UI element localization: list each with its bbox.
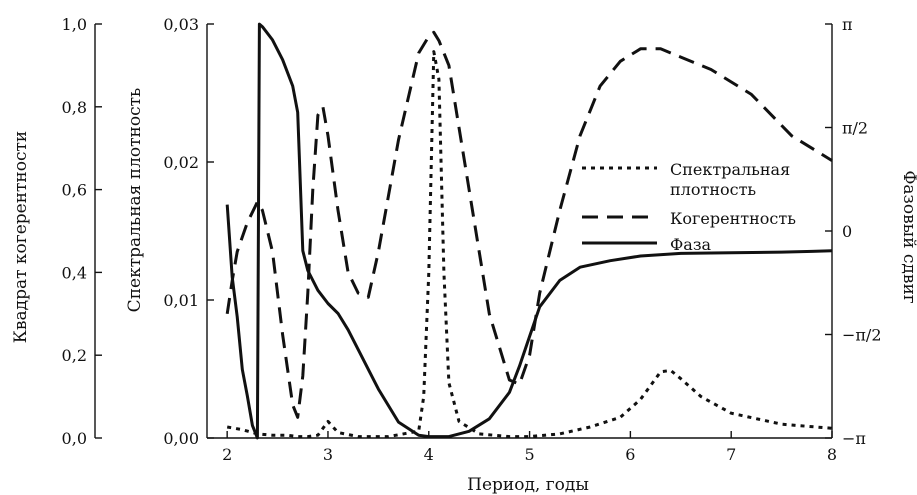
x-tick-label: 6 <box>625 445 635 464</box>
coherence-tick-label: 0,8 <box>62 98 87 117</box>
coherence-tick-label: 0,6 <box>62 181 87 200</box>
spectral-tick-label: 0,00 <box>163 429 199 448</box>
phase-tick-label: −π/2 <box>842 326 882 345</box>
y-axis-label-phase: Фазовый сдвиг <box>899 170 917 303</box>
series-layer <box>225 22 833 440</box>
x-tick-label: 2 <box>222 445 232 464</box>
spectral-tick-label: 0,02 <box>163 153 199 172</box>
coherence-tick-label: 0,2 <box>62 346 87 365</box>
phase-tick-label: π <box>842 15 853 34</box>
phase-tick-label: π/2 <box>842 119 868 138</box>
series-line-dashed <box>225 30 833 419</box>
x-tick-label: 7 <box>726 445 736 464</box>
legend-label: Когерентность <box>670 209 796 228</box>
phase-tick-label: 0 <box>842 222 852 241</box>
x-axis-label: Период, годы <box>467 475 589 495</box>
x-tick-label: 8 <box>827 445 837 464</box>
y-axis-label-coherence: Квадрат когерентности <box>11 131 31 343</box>
coherence-tick-label: 1,0 <box>62 15 87 34</box>
spectral-tick-label: 0,01 <box>163 291 199 310</box>
axes: 2 3 4 5 6 7 8 0,0 0,2 0,4 0,6 0,8 1,0 0,00 0,01 0,02 0,0… <box>62 15 882 464</box>
y-axis-label-spectral: Спектральная плотность <box>125 88 145 313</box>
x-tick-label: 5 <box>524 445 534 464</box>
legend-label: Фаза <box>670 235 712 254</box>
coherence-tick-label: 0,0 <box>62 429 87 448</box>
coherence-tick-label: 0,4 <box>62 263 87 282</box>
x-tick-label: 3 <box>323 445 333 464</box>
phase-tick-label: −π <box>842 429 866 448</box>
legend-label-continued: плотность <box>670 180 756 199</box>
x-tick-label: 4 <box>424 445 434 464</box>
series-line-dotted <box>226 50 833 439</box>
series-line-solid <box>225 22 833 440</box>
legend-label: Спектральная <box>670 160 790 179</box>
spectral-tick-label: 0,03 <box>163 15 199 34</box>
